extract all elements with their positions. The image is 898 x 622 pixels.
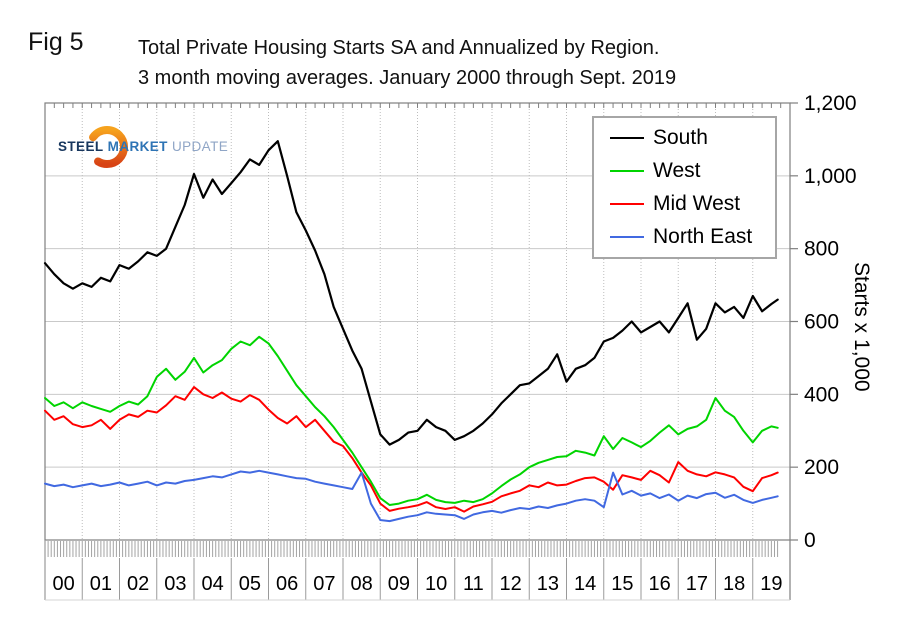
legend-line-south-icon (610, 137, 644, 140)
x-year-label: 17 (686, 573, 708, 595)
chart-title-line2: 3 month moving averages. January 2000 th… (138, 67, 677, 89)
y-tick-label: 1,000 (804, 165, 857, 188)
legend-label-south: South (653, 126, 708, 150)
legend-label-west: West (653, 159, 701, 183)
smu-logo-text: STEEL MARKET UPDATE (58, 139, 228, 154)
x-year-label: 02 (127, 573, 149, 595)
smu-logo-ring-icon (86, 126, 128, 168)
x-year-label: 08 (351, 573, 373, 595)
y-tick-label: 800 (804, 238, 839, 261)
legend-label-mid-west: Mid West (653, 191, 741, 215)
y-tick-label: 1,200 (804, 92, 857, 115)
x-year-label: 15 (611, 573, 633, 595)
y-tick-label: 200 (804, 456, 839, 479)
legend-line-north-east-icon (610, 235, 644, 238)
x-year-label: 13 (537, 573, 559, 595)
chart-title: Total Private Housing Starts SA and Annu… (138, 33, 676, 93)
y-tick-label: 0 (804, 529, 816, 552)
x-year-label: 06 (276, 573, 298, 595)
x-year-label: 10 (425, 573, 447, 595)
x-year-label: 05 (239, 573, 261, 595)
y-tick-label: 600 (804, 311, 839, 334)
smu-logo-steel: STEEL (58, 139, 104, 154)
x-year-label: 01 (90, 573, 112, 595)
x-year-label: 04 (202, 573, 224, 595)
series-west (44, 335, 779, 506)
series-north-east (44, 469, 779, 523)
x-year-label: 19 (760, 573, 782, 595)
x-year-label: 03 (164, 573, 186, 595)
x-year-label: 12 (500, 573, 522, 595)
x-year-label: 09 (388, 573, 410, 595)
chart-title-line1: Total Private Housing Starts SA and Annu… (138, 37, 660, 59)
x-year-label: 16 (649, 573, 671, 595)
legend: South West Mid West North East (592, 116, 777, 259)
series-south (43, 140, 779, 446)
legend-line-mid-west-icon (610, 202, 644, 205)
x-year-label: 00 (53, 573, 75, 595)
x-year-label: 14 (574, 573, 596, 595)
y-tick-label: 400 (804, 383, 839, 406)
legend-label-north-east: North East (653, 224, 753, 248)
fig-label: Fig 5 (28, 28, 84, 56)
x-year-label: 07 (313, 573, 335, 595)
smu-logo-update: UPDATE (171, 139, 229, 154)
legend-item-south: South (610, 126, 775, 150)
x-year-label: 11 (463, 573, 484, 595)
smu-logo: STEEL MARKET UPDATE (58, 122, 228, 172)
series-mid-west (44, 386, 779, 513)
x-year-label: 18 (723, 573, 745, 595)
legend-line-west-icon (610, 170, 644, 173)
y-axis-title: Starts x 1,000 (850, 262, 873, 392)
smu-logo-market: MARKET (107, 139, 168, 154)
legend-item-north-east: North East (610, 225, 775, 249)
legend-item-mid-west: Mid West (610, 192, 775, 216)
legend-item-west: West (610, 159, 775, 183)
